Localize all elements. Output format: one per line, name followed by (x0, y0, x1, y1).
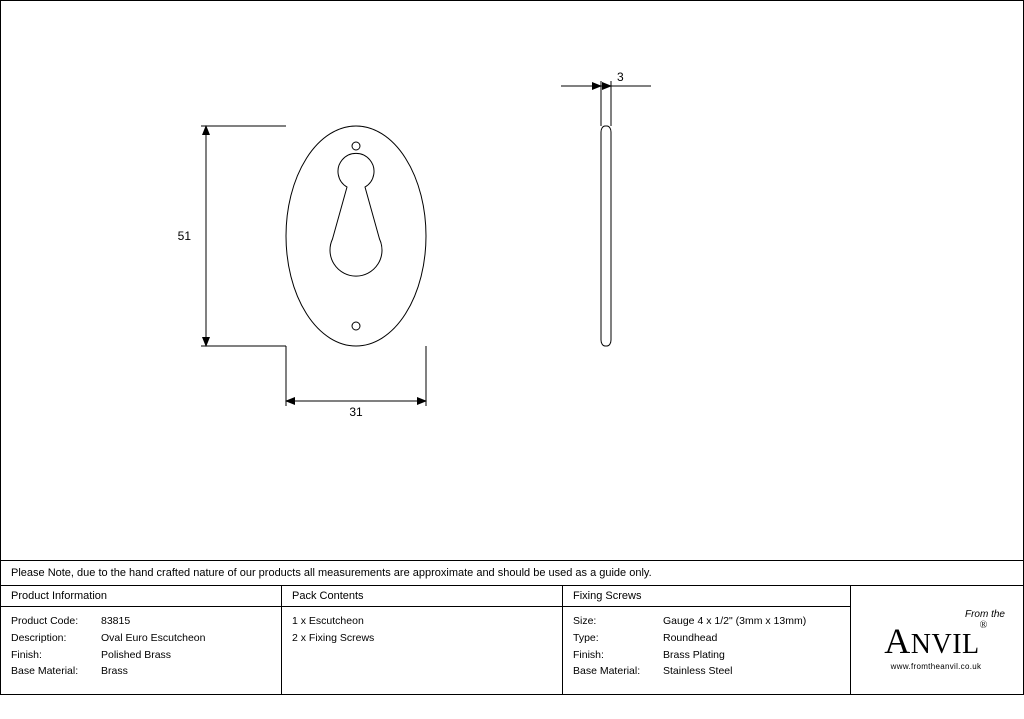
side-view (601, 126, 611, 346)
col-pack-title: Pack Contents (282, 586, 562, 607)
col-product-title: Product Information (1, 586, 281, 607)
col-product: Product Information Product Code:83815 D… (1, 586, 282, 694)
kv-row: Type:Roundhead (573, 630, 840, 647)
front-view (286, 126, 426, 346)
dim-height-label: 51 (178, 229, 192, 243)
logo-url: www.fromtheanvil.co.uk (891, 662, 982, 671)
col-fixing: Fixing Screws Size:Gauge 4 x 1/2" (3mm x… (563, 586, 851, 694)
dim-width: 31 (286, 346, 426, 419)
dim-thickness: 3 (561, 70, 651, 126)
technical-drawing: 51 31 3 (1, 1, 1023, 560)
col-pack: Pack Contents 1 x Escutcheon 2 x Fixing … (282, 586, 563, 694)
kv-row: Finish:Brass Plating (573, 647, 840, 664)
kv-row: Description:Oval Euro Escutcheon (11, 630, 271, 647)
dim-width-label: 31 (349, 405, 363, 419)
dim-height: 51 (178, 126, 286, 346)
logo-top: From the (857, 609, 1015, 620)
logo-main: ANVIL® (884, 620, 987, 662)
pack-line: 1 x Escutcheon (292, 613, 552, 630)
kv-row: Size:Gauge 4 x 1/2" (3mm x 13mm) (573, 613, 840, 630)
col-fixing-title: Fixing Screws (563, 586, 850, 607)
note-text: Please Note, due to the hand crafted nat… (1, 561, 1023, 586)
drawing-area: 51 31 3 (0, 0, 1024, 560)
col-logo: From the ANVIL® www.fromtheanvil.co.uk (851, 586, 1021, 694)
pack-line: 2 x Fixing Screws (292, 630, 552, 647)
dim-thickness-label: 3 (617, 70, 624, 84)
kv-row: Base Material:Brass (11, 663, 271, 680)
kv-row: Base Material:Stainless Steel (573, 663, 840, 680)
kv-row: Product Code:83815 (11, 613, 271, 630)
info-table: Please Note, due to the hand crafted nat… (0, 560, 1024, 695)
kv-row: Finish:Polished Brass (11, 647, 271, 664)
